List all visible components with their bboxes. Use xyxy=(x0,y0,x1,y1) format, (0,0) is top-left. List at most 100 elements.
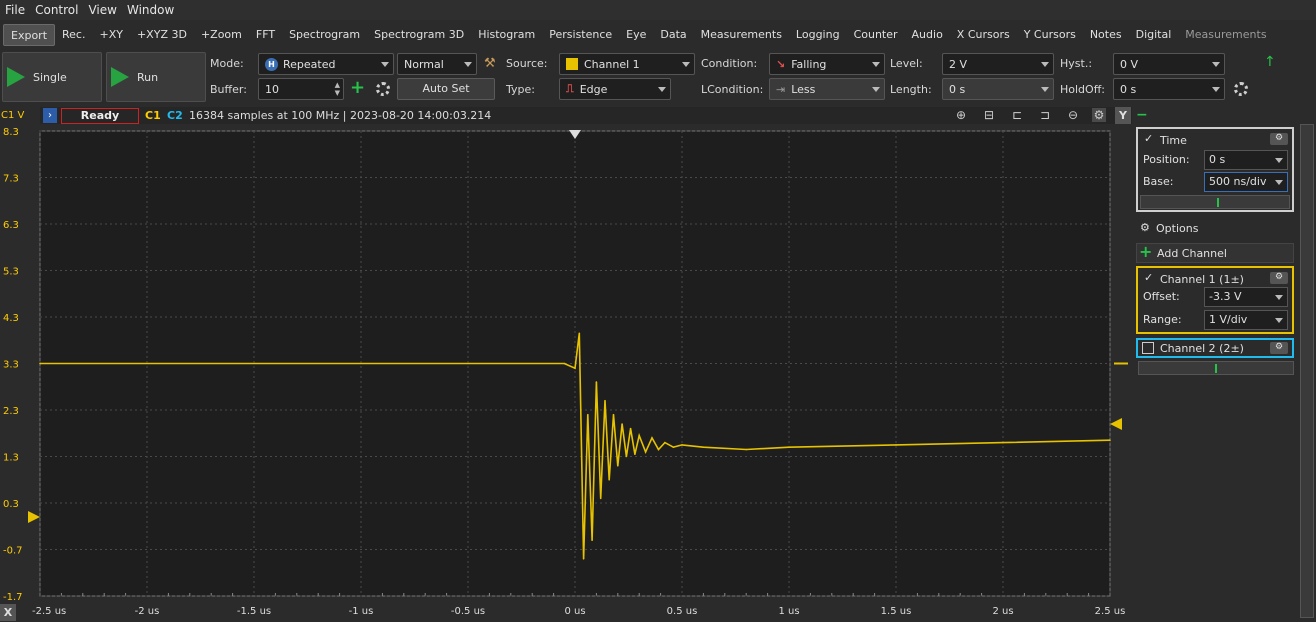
collapse-panel-icon[interactable]: − xyxy=(1136,107,1148,123)
tab-export[interactable]: Export xyxy=(3,24,56,46)
run-button[interactable]: Run xyxy=(106,52,206,102)
tab-spectrogram-3d[interactable]: Spectrogram 3D xyxy=(374,28,465,41)
source-label: Source: xyxy=(506,57,548,70)
zoom-fit-icon[interactable]: ⊟ xyxy=(983,108,995,122)
tab-x-cursors[interactable]: X Cursors xyxy=(956,28,1010,41)
c1-tag[interactable]: C1 xyxy=(145,109,161,122)
zoom-out-icon[interactable]: ⊖ xyxy=(1067,108,1079,122)
tab-histogram[interactable]: Histogram xyxy=(478,28,536,41)
zoom-right-icon[interactable]: ⊐ xyxy=(1039,108,1051,122)
tab-measurements[interactable]: Measurements xyxy=(700,28,782,41)
tab-measurements[interactable]: Measurements xyxy=(1185,28,1267,41)
x-tick-label: -2.5 us xyxy=(32,606,67,617)
buffer-field[interactable]: 10 ▲ ▼ xyxy=(258,78,344,100)
data-point xyxy=(604,399,606,402)
tab-logging[interactable]: Logging xyxy=(795,28,840,41)
tab-spectrogram[interactable]: Spectrogram xyxy=(289,28,361,41)
expand-icon[interactable]: › xyxy=(43,108,57,123)
series-trace xyxy=(40,333,1111,559)
source-select[interactable]: Channel 1 xyxy=(559,53,695,75)
chevron-down-icon xyxy=(381,62,389,67)
run-label: Run xyxy=(137,70,159,84)
channel1-header[interactable]: ✓ Channel 1 (1±) ⚙ xyxy=(1138,270,1292,290)
base-label: Base: xyxy=(1143,175,1174,188)
channel-slider[interactable] xyxy=(1138,361,1294,375)
time-gear-icon[interactable]: ⚙ xyxy=(1270,133,1288,145)
time-check-icon[interactable]: ✓ xyxy=(1144,132,1154,145)
menu-control[interactable]: Control xyxy=(35,3,79,17)
auto-set-button[interactable]: Auto Set xyxy=(397,78,495,100)
data-point xyxy=(681,444,683,446)
tab-digital[interactable]: Digital xyxy=(1135,28,1172,41)
add-channel-button[interactable]: + Add Channel xyxy=(1136,242,1294,263)
mode-select[interactable]: H Repeated xyxy=(258,53,394,75)
hyst-field[interactable]: 0 V xyxy=(1113,53,1225,75)
trigger-mode-select[interactable]: Normal xyxy=(397,53,477,75)
channel1-gear-icon[interactable]: ⚙ xyxy=(1270,272,1288,284)
tab-rec[interactable]: Rec. xyxy=(62,28,86,41)
plot-info-bar: › Ready C1 C2 16384 samples at 100 MHz |… xyxy=(40,107,1132,124)
single-label: Single xyxy=(33,70,67,84)
tab-notes[interactable]: Notes xyxy=(1089,28,1122,41)
x-tick-label: -1.5 us xyxy=(236,606,272,617)
menu-view[interactable]: View xyxy=(88,3,117,17)
trigger-gear-icon[interactable] xyxy=(1234,82,1248,96)
hammer-icon[interactable]: ⚒ xyxy=(484,56,496,71)
tab-eye[interactable]: Eye xyxy=(626,28,647,41)
level-field[interactable]: 2 V xyxy=(942,53,1054,75)
chevron-down-icon xyxy=(1212,62,1220,67)
single-play-icon xyxy=(7,67,25,87)
add-icon[interactable]: + xyxy=(350,77,366,98)
position-field[interactable]: 0 s xyxy=(1204,150,1288,170)
tab-fft[interactable]: FFT xyxy=(255,28,276,41)
menu-file[interactable]: File xyxy=(5,3,26,17)
chevron-down-icon xyxy=(1275,158,1283,163)
range-field[interactable]: 1 V/div xyxy=(1204,310,1288,330)
y-button[interactable]: Y xyxy=(1115,107,1131,124)
data-point xyxy=(625,455,628,458)
collapse-up-icon[interactable]: ↑ xyxy=(1264,54,1276,70)
tab-xy[interactable]: +XY xyxy=(99,28,123,41)
time-slider[interactable] xyxy=(1140,195,1290,209)
tab-audio[interactable]: Audio xyxy=(911,28,943,41)
tab-zoom[interactable]: +Zoom xyxy=(200,28,242,41)
lcondition-select[interactable]: ⇥ Less xyxy=(769,78,885,100)
data-point xyxy=(563,362,566,365)
x-tick-label: 1 us xyxy=(778,606,800,617)
single-button[interactable]: Single xyxy=(2,52,102,102)
holdoff-field[interactable]: 0 s xyxy=(1113,78,1225,100)
tab-persistence[interactable]: Persistence xyxy=(549,28,613,41)
time-header[interactable]: ✓ Time ⚙ xyxy=(1138,131,1292,151)
spin-icon[interactable]: ▲ ▼ xyxy=(334,81,340,97)
channel2-title: Channel 2 (2±) xyxy=(1160,342,1244,355)
plot-gear-icon[interactable]: ⚙ xyxy=(1092,108,1106,122)
tab-xyz-3d[interactable]: +XYZ 3D xyxy=(136,28,187,41)
channel2-gear-icon[interactable]: ⚙ xyxy=(1270,342,1288,354)
x-button[interactable]: X xyxy=(0,604,16,621)
zoom-in-icon[interactable]: ⊕ xyxy=(955,108,967,122)
x-tick-label: 2.5 us xyxy=(1094,606,1126,617)
panel-scrollbar[interactable] xyxy=(1300,124,1314,618)
length-field[interactable]: 0 s xyxy=(942,78,1054,100)
time-group: ✓ Time ⚙ Position: 0 s Base: 500 ns/div xyxy=(1136,127,1294,212)
condition-select[interactable]: ↘ Falling xyxy=(769,53,885,75)
hyst-label: Hyst.: xyxy=(1060,57,1093,70)
offset-field[interactable]: -3.3 V xyxy=(1204,287,1288,307)
oscilloscope-plot[interactable]: 8.3 7.3 6.3 5.3 4.3 3.3 2.3 1.3 0.3 -0.7 -1.7 xyxy=(0,124,1132,604)
gear-icon[interactable] xyxy=(376,82,390,96)
y-tick-label: 8.3 xyxy=(3,127,19,138)
options-row[interactable]: ⚙ Options xyxy=(1138,220,1294,238)
tab-y-cursors[interactable]: Y Cursors xyxy=(1023,28,1076,41)
menu-window[interactable]: Window xyxy=(126,3,175,17)
y-tick-label: 3.3 xyxy=(3,360,19,371)
c2-tag[interactable]: C2 xyxy=(167,109,183,122)
channel1-check-icon[interactable]: ✓ xyxy=(1144,271,1154,284)
channel2-checkbox[interactable] xyxy=(1142,342,1154,354)
tab-counter[interactable]: Counter xyxy=(853,28,898,41)
base-field[interactable]: 500 ns/div xyxy=(1204,172,1288,192)
zoom-left-icon[interactable]: ⊏ xyxy=(1011,108,1023,122)
length-label: Length: xyxy=(890,83,932,96)
chevron-down-icon xyxy=(1212,87,1220,92)
type-select[interactable]: ⎍ Edge xyxy=(559,78,671,100)
tab-data[interactable]: Data xyxy=(660,28,687,41)
